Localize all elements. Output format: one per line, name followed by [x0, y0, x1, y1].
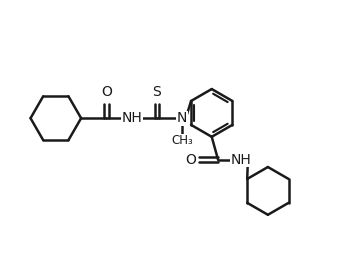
Text: NH: NH [230, 153, 251, 167]
Text: N: N [177, 111, 188, 125]
Text: CH₃: CH₃ [171, 134, 193, 147]
Text: O: O [101, 84, 112, 99]
Text: O: O [185, 153, 196, 167]
Text: S: S [153, 84, 161, 99]
Text: NH: NH [121, 111, 142, 125]
